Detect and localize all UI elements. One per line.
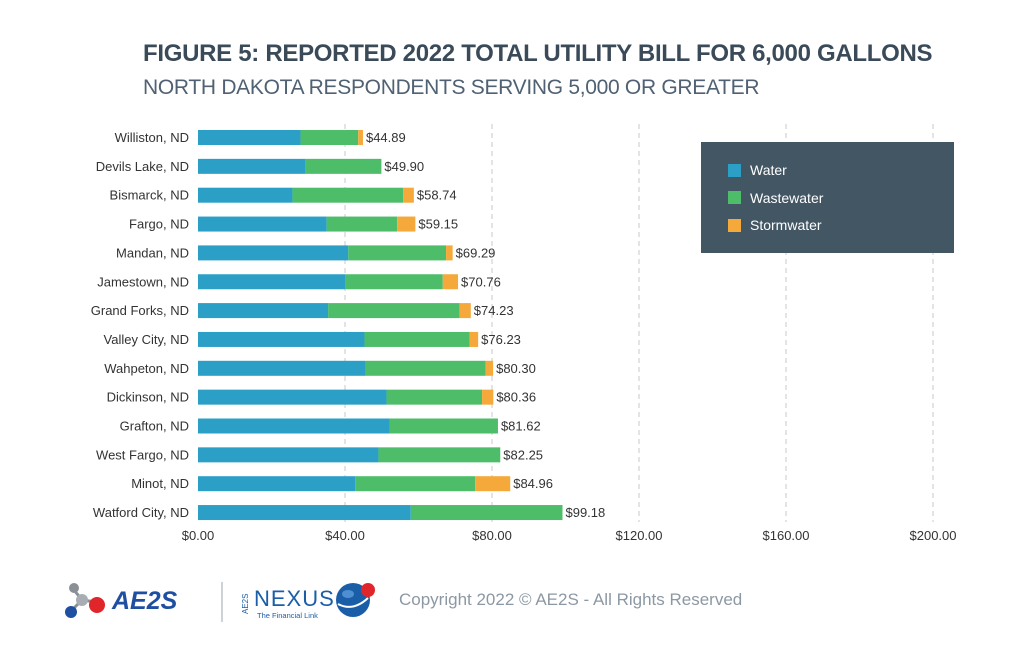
x-tick-label: $120.00: [616, 528, 663, 543]
legend-label: Wastewater: [750, 189, 824, 206]
legend-item-water: Water: [728, 160, 787, 180]
legend-item-wastewater: Wastewater: [728, 188, 823, 208]
category-label: West Fargo, ND: [96, 447, 189, 462]
bar-water: [198, 187, 293, 203]
category-label: Williston, ND: [115, 130, 189, 145]
category-label: Minot, ND: [131, 476, 189, 491]
total-label: $99.18: [565, 505, 605, 520]
bar-wastewater: [365, 360, 486, 376]
bar-wastewater: [378, 447, 501, 463]
legend: Water Wastewater Stormwater: [701, 142, 954, 253]
bar-wastewater: [355, 476, 476, 492]
bar-wastewater: [386, 389, 483, 405]
bar-stormwater: [469, 331, 479, 347]
legend-swatch: [728, 218, 741, 232]
bar-wastewater: [364, 331, 470, 347]
total-label: $80.36: [496, 390, 536, 405]
bar-wastewater: [305, 158, 382, 174]
nexus-logo-text: NEXUS: [254, 586, 335, 611]
total-label: $58.74: [417, 188, 457, 203]
total-label: $84.96: [513, 476, 553, 491]
bar-wastewater: [410, 505, 563, 521]
ae2s-molecule-icon: [65, 583, 105, 618]
total-label: $76.23: [481, 332, 521, 347]
category-label: Bismarck, ND: [110, 188, 189, 203]
bar-water: [198, 158, 306, 174]
total-label: $82.25: [503, 447, 543, 462]
bar-water: [198, 476, 356, 492]
category-label: Jamestown, ND: [97, 274, 189, 289]
bar-water: [198, 505, 411, 521]
total-label: $59.15: [418, 217, 458, 232]
bar-stormwater: [403, 187, 414, 203]
bar-water: [198, 447, 379, 463]
bar-wastewater: [389, 418, 498, 434]
total-label: $69.29: [456, 245, 496, 260]
bar-wastewater: [345, 274, 443, 290]
bar-water: [198, 216, 327, 232]
bar-water: [198, 331, 365, 347]
nexus-tagline: The Financial Link: [257, 611, 318, 620]
stacked-bar-chart: $0.00 $40.00 $80.00 $120.00 $160.00 $200.00 Wi…: [91, 124, 957, 543]
bar-stormwater: [485, 360, 494, 376]
bar-wastewater: [326, 216, 398, 232]
total-label: $81.62: [501, 419, 541, 434]
bar-stormwater: [475, 476, 511, 492]
x-tick-label: $200.00: [910, 528, 957, 543]
category-label: Fargo, ND: [129, 217, 189, 232]
x-tick-label: $40.00: [325, 528, 365, 543]
bar-water: [198, 389, 387, 405]
copyright-text: Copyright 2022 © AE2S - All Rights Reser…: [399, 590, 743, 609]
legend-item-stormwater: Stormwater: [728, 215, 822, 235]
x-tick-label: $0.00: [182, 528, 215, 543]
nexus-small-text: AE2S: [241, 594, 250, 614]
bar-water: [198, 360, 366, 376]
bar-water: [198, 418, 390, 434]
ae2s-logo-text: AE2S: [111, 587, 178, 615]
category-label: Grafton, ND: [120, 419, 189, 434]
bar-stormwater: [482, 389, 494, 405]
total-label: $74.23: [474, 303, 514, 318]
bar-stormwater: [446, 245, 453, 261]
footer-logos: AE2S AE2S NEXUS The Financial Link: [65, 582, 375, 622]
category-label: Grand Forks, ND: [91, 303, 189, 318]
total-label: $80.30: [496, 361, 536, 376]
chart-subtitle: NORTH DAKOTA RESPONDENTS SERVING 5,000 O…: [143, 76, 760, 99]
bar-water: [198, 245, 349, 261]
category-label: Dickinson, ND: [107, 390, 189, 405]
bar-wastewater: [300, 130, 359, 145]
category-label: Wahpeton, ND: [104, 361, 189, 376]
chart-title: FIGURE 5: REPORTED 2022 TOTAL UTILITY BI…: [143, 40, 933, 67]
x-tick-label: $160.00: [763, 528, 810, 543]
category-label: Watford City, ND: [93, 505, 189, 520]
nexus-globe-icon: [336, 583, 375, 617]
total-label: $70.76: [461, 274, 501, 289]
bar-water: [198, 274, 346, 290]
bar-wastewater: [328, 303, 460, 319]
x-tick-label: $80.00: [472, 528, 512, 543]
bar-stormwater: [442, 274, 459, 290]
category-label: Valley City, ND: [104, 332, 189, 347]
bar-water: [198, 130, 301, 145]
labels: $0.00 $40.00 $80.00 $120.00 $160.00 $200.00 Wi…: [91, 130, 957, 543]
bar-wastewater: [292, 187, 404, 203]
legend-swatch: [728, 191, 741, 204]
bar-stormwater: [397, 216, 416, 232]
bar-water: [198, 303, 329, 319]
total-label: $44.89: [366, 130, 406, 145]
legend-swatch: [728, 163, 741, 177]
category-label: Mandan, ND: [116, 245, 189, 260]
bars: [198, 130, 563, 521]
bar-stormwater: [358, 130, 363, 145]
legend-label: Water: [750, 162, 787, 178]
bar-wastewater: [348, 245, 447, 261]
legend-label: Stormwater: [750, 217, 822, 233]
category-label: Devils Lake, ND: [96, 159, 189, 174]
bar-stormwater: [459, 303, 471, 319]
total-label: $49.90: [384, 159, 424, 174]
